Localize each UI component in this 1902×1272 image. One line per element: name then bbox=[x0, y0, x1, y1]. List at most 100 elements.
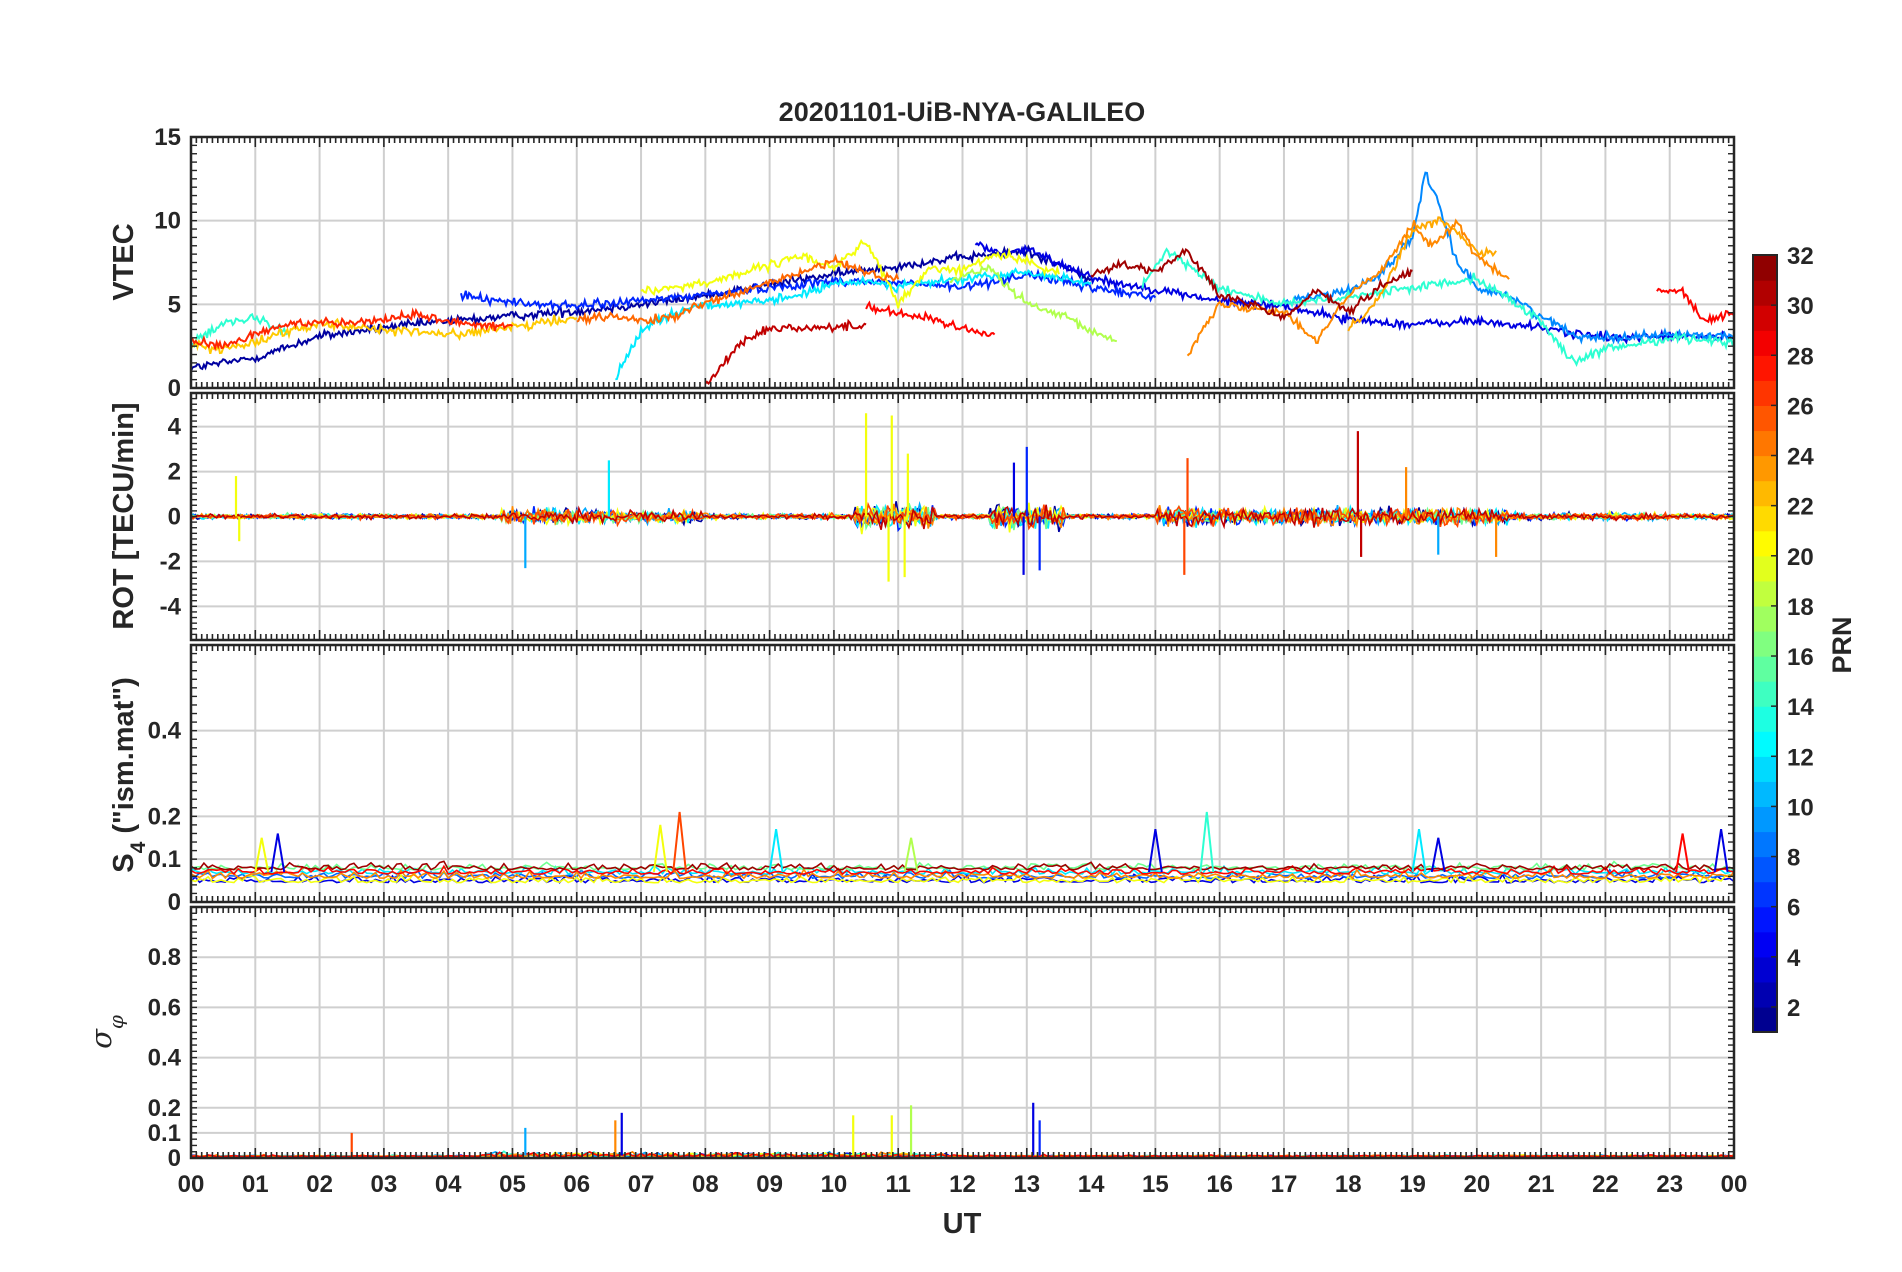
colorbar-swatch bbox=[1753, 806, 1777, 833]
y-axis-title-vtec: VTEC bbox=[108, 223, 140, 300]
x-tick-label: 06 bbox=[563, 1171, 590, 1198]
colorbar-swatch bbox=[1753, 255, 1777, 281]
colorbar-swatch bbox=[1753, 430, 1777, 457]
series-group bbox=[191, 811, 1734, 884]
colorbar-tick-label: 28 bbox=[1787, 343, 1814, 370]
colorbar-tick-label: 10 bbox=[1787, 794, 1814, 821]
colorbar-tick-label: 6 bbox=[1787, 895, 1800, 922]
colorbar-swatch bbox=[1753, 731, 1777, 757]
x-tick-label: 15 bbox=[1142, 1171, 1169, 1198]
colorbar-frame bbox=[1752, 254, 1778, 1033]
y-tick-label: 0.4 bbox=[148, 718, 182, 745]
s4-peak bbox=[672, 811, 687, 873]
vtec-series-prn-27 bbox=[191, 307, 514, 352]
vtec-series-prn-24 bbox=[1186, 218, 1510, 357]
colorbar-tick-label: 32 bbox=[1787, 243, 1814, 270]
colorbar-tick-label: 14 bbox=[1787, 694, 1814, 721]
x-tick-label: 03 bbox=[371, 1171, 398, 1198]
panel-rot: -4 -2 0 2 4 bbox=[160, 391, 1736, 642]
s4-peak bbox=[1147, 829, 1163, 873]
colorbar-swatch bbox=[1753, 981, 1777, 1008]
x-tick-label: 09 bbox=[756, 1171, 783, 1198]
series-group bbox=[191, 413, 1734, 582]
rot-series-prn-26 bbox=[191, 501, 1734, 531]
x-axis: 00 01 02 03 04 05 06 07 08 09 10 11 12 13 14 15 16 17 18 19… bbox=[178, 1171, 1748, 1198]
vtec-series-prn-12 bbox=[615, 267, 1092, 381]
y-tick-label: 0.1 bbox=[148, 846, 181, 873]
y-tick-label: -4 bbox=[160, 593, 182, 620]
colorbar-swatch bbox=[1753, 605, 1777, 632]
panel-sigma-phi: 00.10.2 0.4 0.6 0.8 bbox=[148, 905, 1736, 1172]
colorbar-swatch bbox=[1753, 1006, 1777, 1033]
x-tick-label: 11 bbox=[886, 1171, 911, 1198]
vtec-series-prn-30 bbox=[704, 318, 867, 386]
y-tick-label: 15 bbox=[154, 124, 181, 151]
s4-peak bbox=[1411, 829, 1427, 873]
y-axis-title-sigma-phi: σφ bbox=[84, 1015, 128, 1049]
x-tick-label: 20 bbox=[1463, 1171, 1490, 1198]
colorbar-tick-label: 8 bbox=[1787, 845, 1800, 872]
y-tick-label: 2 bbox=[168, 459, 181, 486]
colorbar-swatch bbox=[1753, 405, 1777, 432]
s4-series-prn-28 bbox=[191, 864, 1734, 876]
rot-series-prn-30 bbox=[191, 504, 1734, 531]
x-tick-label: 01 bbox=[242, 1171, 269, 1198]
colorbar-tick-label: 18 bbox=[1787, 594, 1814, 621]
panel-s4: 0 0.1 0.2 0.4 bbox=[148, 643, 1736, 916]
x-tick-label: 21 bbox=[1528, 1171, 1555, 1198]
x-tick-label: 23 bbox=[1656, 1171, 1683, 1198]
s4-peak bbox=[652, 824, 668, 873]
colorbar-tick-label: 26 bbox=[1787, 393, 1814, 420]
s4-peak bbox=[768, 829, 784, 873]
colorbar-tick-label: 16 bbox=[1787, 644, 1814, 671]
colorbar-swatch bbox=[1753, 505, 1777, 532]
s4-peak bbox=[903, 837, 919, 873]
y-tick-label: 0.2 bbox=[148, 1095, 181, 1122]
colorbar-tick-label: 2 bbox=[1787, 995, 1800, 1022]
x-tick-label: 19 bbox=[1399, 1171, 1426, 1198]
vtec-series-prn-25 bbox=[576, 253, 900, 327]
y-tick-label: 0 bbox=[168, 375, 181, 402]
s4-peak bbox=[1713, 829, 1729, 873]
colorbar-swatch bbox=[1753, 756, 1777, 782]
colorbar-swatch bbox=[1753, 831, 1777, 858]
series-group bbox=[191, 171, 1734, 386]
y-tick-label: 0 bbox=[168, 889, 181, 916]
x-tick-label: 08 bbox=[692, 1171, 719, 1198]
vtec-series-prn-22 bbox=[191, 314, 578, 355]
x-tick-label: 12 bbox=[949, 1171, 976, 1198]
s4-peak bbox=[1430, 837, 1446, 873]
x-tick-label: 02 bbox=[306, 1171, 333, 1198]
colorbar-swatch bbox=[1753, 555, 1777, 582]
colorbar-swatch bbox=[1753, 455, 1777, 482]
y-tick-label: 0.6 bbox=[148, 994, 181, 1021]
colorbar-swatch bbox=[1753, 630, 1777, 657]
colorbar-swatch bbox=[1753, 931, 1777, 958]
vtec-series-prn-28 bbox=[865, 300, 996, 338]
s4-series-prn-31 bbox=[191, 860, 1734, 871]
colorbar-tick-label: 12 bbox=[1787, 744, 1814, 771]
vtec-series-prn-2 bbox=[191, 244, 1092, 372]
colorbar-swatch bbox=[1753, 781, 1777, 808]
x-tick-label: 22 bbox=[1592, 1171, 1619, 1198]
colorbar-swatch bbox=[1753, 656, 1777, 682]
y-tick-label: 0 bbox=[168, 1145, 181, 1172]
vtec-series-prn-31 bbox=[1090, 247, 1413, 322]
x-axis-title: UT bbox=[943, 1208, 982, 1240]
x-tick-label: 04 bbox=[435, 1171, 462, 1198]
s4-peak bbox=[254, 837, 270, 873]
s4-peak bbox=[1199, 811, 1215, 873]
colorbar-tick-label: 30 bbox=[1787, 293, 1814, 320]
panel-vtec: 0 5 10 15 bbox=[154, 124, 1736, 402]
x-tick-label: 00 bbox=[178, 1171, 205, 1198]
y-tick-label: 5 bbox=[168, 291, 181, 318]
vtec-series-prn-23 bbox=[1347, 216, 1497, 332]
y-tick-label: 0.1 bbox=[148, 1120, 181, 1147]
colorbar-swatch bbox=[1753, 380, 1777, 406]
y-axis-title-s4: S4 ("ism.mat") bbox=[108, 677, 150, 873]
colorbar-label: PRN bbox=[1827, 616, 1857, 673]
y-tick-label: 0.2 bbox=[148, 803, 181, 830]
x-tick-label: 00 bbox=[1721, 1171, 1748, 1198]
vtec-series-prn-6 bbox=[460, 268, 1157, 313]
